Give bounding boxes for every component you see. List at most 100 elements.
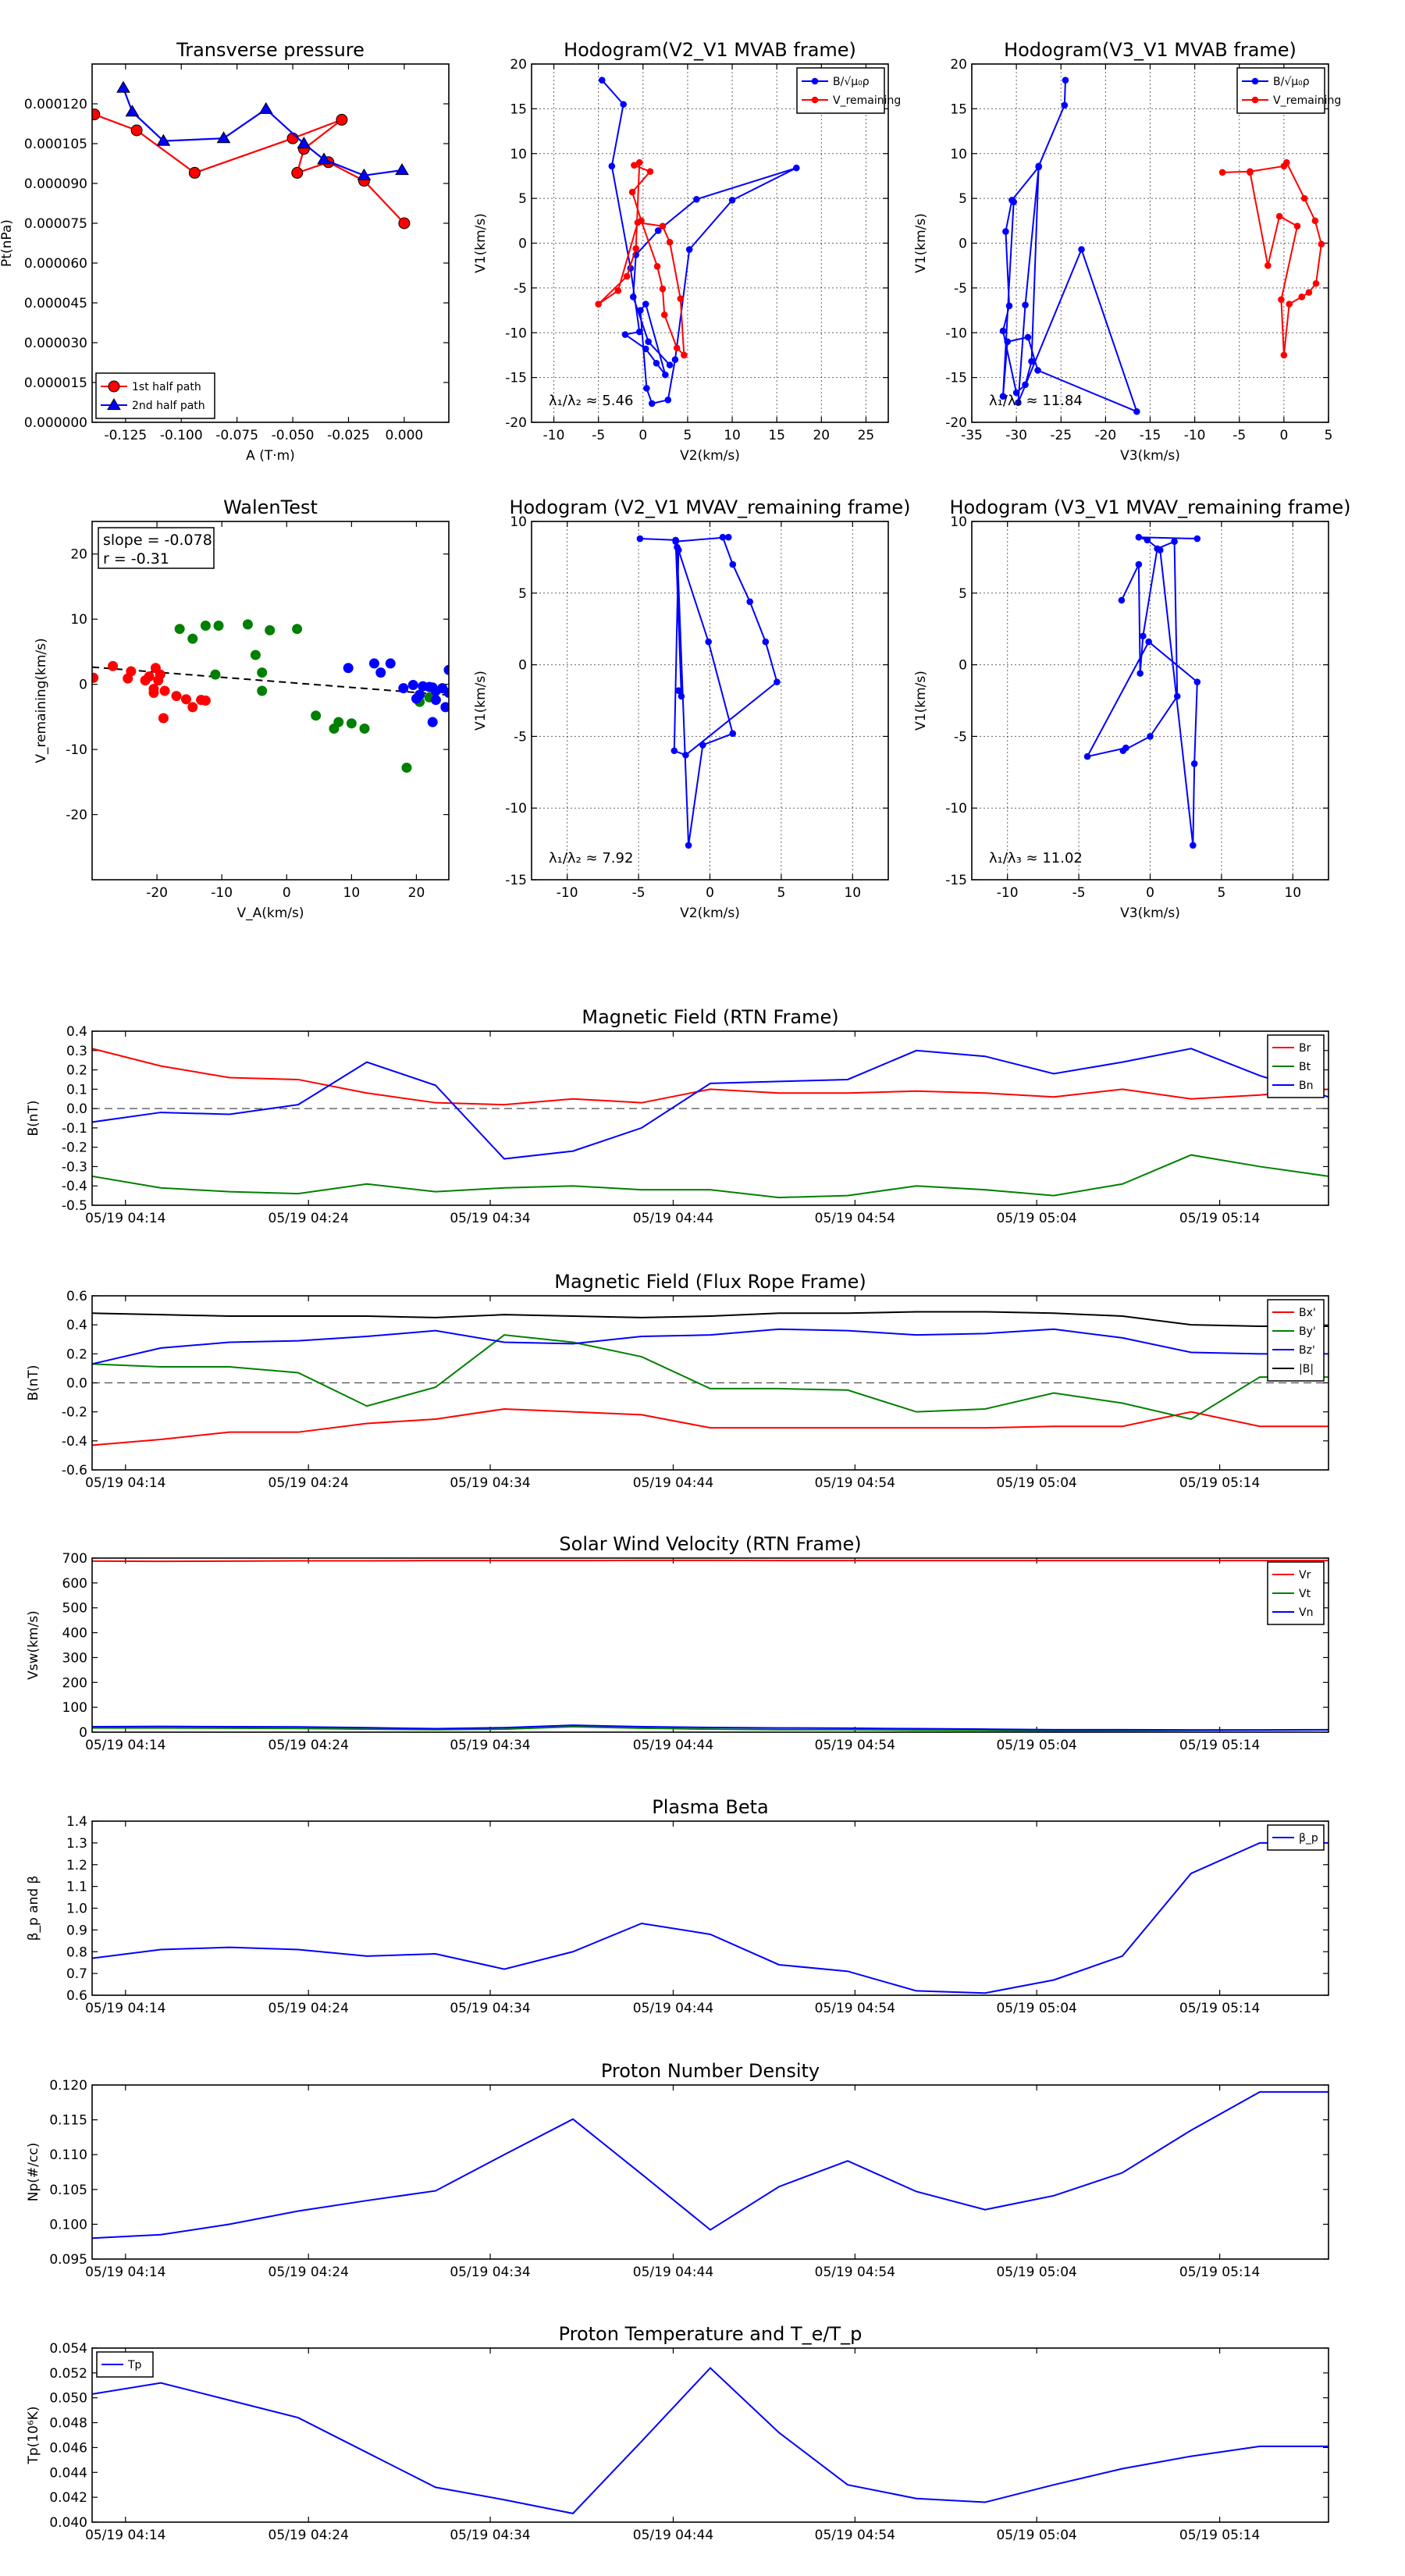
legend-label: B/√μ₀ρ xyxy=(1273,76,1310,88)
data-point xyxy=(653,359,660,367)
x-tick-label: 05/19 04:24 xyxy=(269,1211,349,1226)
data-point xyxy=(671,356,679,363)
x-tick-label: 10 xyxy=(1284,885,1301,901)
data-point xyxy=(666,239,674,246)
data-point xyxy=(292,624,303,635)
y-tick-label: 0.2 xyxy=(66,1347,87,1362)
x-tick-label: 0 xyxy=(638,428,647,443)
plot-frame xyxy=(971,521,1329,881)
y-tick-label: -15 xyxy=(945,371,967,386)
x-tick-label: 5 xyxy=(777,885,785,901)
data-point xyxy=(1135,560,1143,568)
data-point xyxy=(250,649,261,660)
data-point xyxy=(1028,358,1035,365)
y-tick-label: 20 xyxy=(950,57,967,73)
chart-title: WalenTest xyxy=(223,496,318,518)
x-tick-label: 05/19 05:04 xyxy=(996,2001,1076,2016)
x-axis-label: V2(km/s) xyxy=(680,906,740,921)
legend-label: Tp xyxy=(127,2359,142,2371)
data-point xyxy=(660,311,668,318)
data-point xyxy=(1218,169,1226,176)
data-point xyxy=(188,166,201,179)
y-tick-label: 0.2 xyxy=(66,1063,87,1079)
data-point xyxy=(608,162,616,170)
x-tick-label: 05/19 05:14 xyxy=(1179,2528,1260,2543)
legend xyxy=(1236,67,1325,114)
data-point xyxy=(297,137,311,149)
series-line-0 xyxy=(91,2090,1329,2240)
data-point xyxy=(685,841,692,849)
chart-title: Hodogram(V2_V1 MVAB frame) xyxy=(564,39,856,61)
annotation-text: λ₁/λ₃ ≈ 11.02 xyxy=(989,850,1083,866)
x-tick-label: 10 xyxy=(343,885,361,901)
proton_number_density-chart: 0.095 0.100 0.105 0.110 0.115 0.120 05/19 04:1… xyxy=(26,2060,1329,2280)
annotation-text: λ₁/λ₂ ≈ 7.92 xyxy=(549,850,633,866)
series-line-1 xyxy=(597,162,685,358)
legend xyxy=(796,67,885,114)
y-tick-label: 0.000120 xyxy=(24,97,87,112)
data-point xyxy=(1193,678,1201,685)
x-tick-label: 20 xyxy=(813,428,830,443)
series-line-0 xyxy=(601,79,797,405)
annotation-text: r = -0.31 xyxy=(103,550,169,568)
data-point xyxy=(401,762,412,773)
data-point xyxy=(1010,198,1017,206)
legend xyxy=(95,372,215,419)
y-tick-label: 0 xyxy=(959,658,967,674)
data-point xyxy=(623,272,631,280)
y-tick-label: 5 xyxy=(959,586,967,602)
data-point xyxy=(1119,747,1127,755)
y-tick-label: 0.000045 xyxy=(24,296,87,311)
magnetic_field_flux_rope-chart: -0.6 -0.4 -0.2 0.0 0.2 0.4 0.6 05/19 04:14 05/19… xyxy=(26,1271,1329,1491)
data-point xyxy=(1193,535,1201,543)
legend-marker xyxy=(107,398,121,411)
y-tick-label: 0.000090 xyxy=(24,176,87,192)
y-tick-label: -15 xyxy=(945,873,967,888)
legend-label: 2nd half path xyxy=(132,400,205,412)
data-point xyxy=(1280,351,1288,359)
data-point xyxy=(1293,222,1301,229)
y-tick-label: 1.0 xyxy=(66,1902,87,1917)
data-point xyxy=(659,285,667,293)
series-line-0 xyxy=(639,536,778,846)
y-tick-label: -10 xyxy=(505,801,527,817)
x-tick-label: 05/19 05:04 xyxy=(996,1475,1076,1491)
y-tick-label: 1.2 xyxy=(66,1858,87,1873)
x-tick-label: 05/19 05:14 xyxy=(1179,1211,1260,1226)
data-point xyxy=(1135,533,1143,541)
plot-area xyxy=(92,80,411,229)
data-point xyxy=(108,660,119,671)
data-point xyxy=(343,663,354,674)
y-tick-label: 15 xyxy=(510,101,527,117)
hodogram_v3_v1_mvab-chart: -35 -30 -25 -20 -15 -10 -5 0 5 -20 -15 -10 -5 0 5 10 15 2… xyxy=(913,39,1341,464)
x-tick-label: 10 xyxy=(724,428,741,443)
y-tick-label: 0.9 xyxy=(66,1923,87,1938)
y-tick-label: 1.1 xyxy=(66,1880,87,1895)
series-line-1 xyxy=(91,1334,1329,1421)
data-point xyxy=(443,664,449,675)
data-point xyxy=(216,131,231,144)
x-tick-label: 5 xyxy=(1217,885,1225,901)
data-point xyxy=(595,301,602,308)
transverse_pressure-chart: -0.125 -0.100 -0.075 -0.050 -0.025 0.000 0.000… xyxy=(0,39,450,464)
y-tick-label: 5 xyxy=(518,586,527,602)
legend-label: Vn xyxy=(1299,1606,1313,1619)
y-tick-label: -15 xyxy=(505,371,527,386)
legend-label: Vr xyxy=(1299,1569,1311,1582)
data-point xyxy=(317,152,331,165)
y-tick-label: -0.4 xyxy=(62,1434,87,1450)
data-point xyxy=(654,227,662,234)
y-tick-label: 0.095 xyxy=(49,2252,87,2268)
plot-frame xyxy=(91,1557,1329,1733)
x-tick-label: 0 xyxy=(1146,885,1154,901)
x-tick-label: 05/19 04:44 xyxy=(633,1475,713,1491)
legend-label: |B| xyxy=(1299,1363,1314,1375)
data-point xyxy=(746,598,753,606)
y-tick-label: 15 xyxy=(950,101,967,117)
x-tick-label: 15 xyxy=(768,428,785,443)
legend-label: Bz' xyxy=(1299,1344,1315,1357)
data-point xyxy=(311,710,322,721)
y-tick-label: 0.4 xyxy=(66,1024,87,1040)
data-point xyxy=(1190,841,1197,849)
y-tick-label: 0.054 xyxy=(49,2341,87,2357)
